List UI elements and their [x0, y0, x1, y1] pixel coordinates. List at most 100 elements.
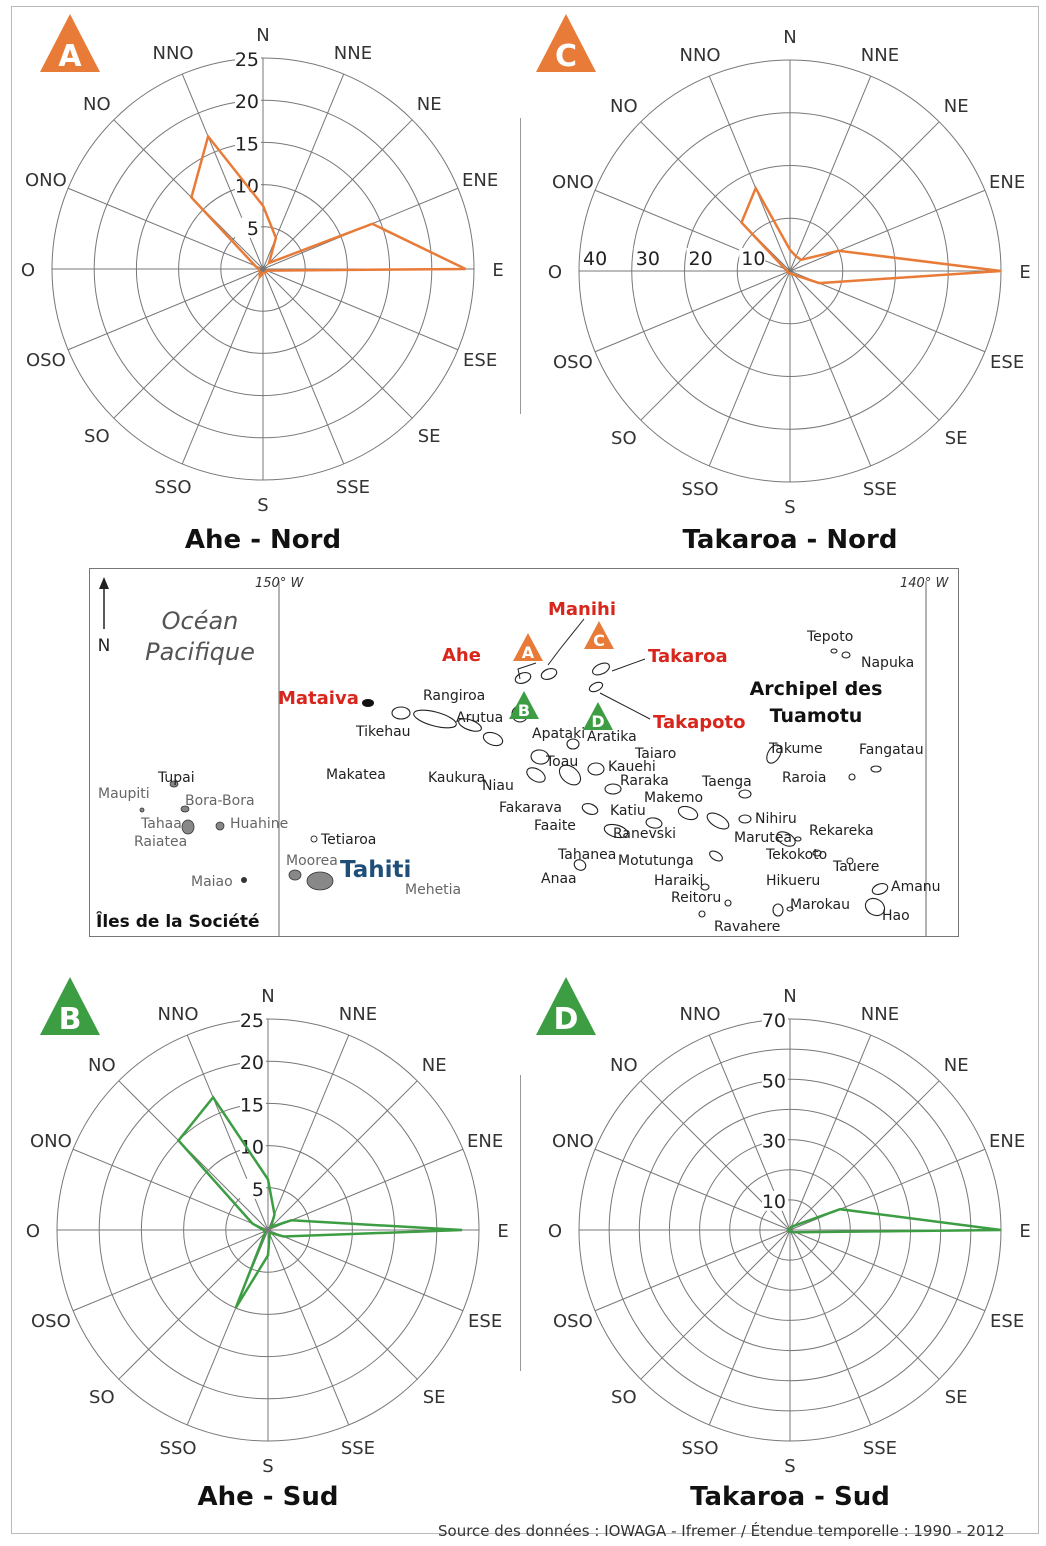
place-label: Reitoru [671, 890, 721, 906]
tick-bg [762, 1010, 788, 1030]
spoke [262, 268, 413, 419]
society-island [180, 805, 190, 813]
place-label: Tepoto [806, 629, 853, 645]
divider-top [520, 118, 521, 414]
direction-label: NO [88, 1055, 116, 1076]
data-series-line [190, 133, 467, 281]
map-panel: 150° W 140° W N Océan Pacifique Archipel des T… [89, 568, 959, 937]
direction-label: N [256, 25, 269, 46]
map-badge-c-letter: C [593, 631, 605, 650]
place-label: Nihiru [755, 811, 797, 827]
place-label: Raraka [620, 773, 669, 789]
spoke [67, 268, 264, 351]
direction-label: O [26, 1221, 40, 1242]
place-label: Hikueru [766, 873, 820, 889]
place-label: Niau [482, 778, 514, 794]
spoke [789, 1229, 872, 1426]
tick-bg [581, 248, 607, 268]
atoll [772, 903, 784, 917]
map-badge-a-letter: A [522, 643, 535, 662]
place-label: Katiu [610, 803, 646, 819]
atoll [706, 812, 730, 830]
place-label: Marutea [734, 830, 792, 846]
spoke [267, 1080, 418, 1231]
atoll [458, 718, 482, 732]
direction-label: N [261, 986, 274, 1007]
direction-label: ENE [989, 172, 1025, 193]
direction-label: ONO [25, 170, 67, 191]
archipel-label-2: Tuamotu [770, 705, 863, 727]
direction-label: SSE [863, 479, 897, 500]
tick-bg [739, 248, 766, 268]
north-label: N [98, 636, 111, 656]
tick-bg [686, 248, 713, 268]
atoll [846, 857, 854, 865]
atoll [413, 709, 457, 729]
map-badge-b-triangle [509, 691, 539, 719]
direction-label: NE [417, 94, 442, 115]
mataiva-label: Mataiva [278, 688, 359, 709]
spoke [262, 119, 413, 270]
atoll [841, 651, 851, 659]
spoke [267, 1148, 464, 1231]
direction-label: N [783, 27, 796, 48]
atoll [604, 783, 622, 795]
chart-title: Ahe - Sud [197, 1482, 338, 1512]
archipel-label-1: Archipel des [750, 678, 883, 700]
leader-manihi [547, 618, 585, 666]
north-arrow-head [99, 577, 109, 589]
takapoto-label: Takapoto [653, 712, 745, 733]
direction-label: NNO [680, 45, 721, 66]
ocean-label-2: Pacifique [145, 638, 255, 666]
atoll [587, 762, 605, 776]
atoll [870, 765, 882, 773]
tick-label: 30 [636, 248, 660, 270]
spoke [708, 75, 791, 272]
place-label: Takume [768, 741, 823, 757]
place-label: Fangatau [859, 742, 924, 758]
direction-label: ONO [552, 172, 594, 193]
place-label: Anaa [541, 871, 577, 887]
tick-bg [235, 133, 261, 154]
tick-bg [240, 1010, 266, 1030]
leader-takaroa [611, 658, 646, 672]
tick-bg [762, 1190, 788, 1211]
tick-bg [240, 1178, 266, 1199]
atoll [786, 906, 794, 912]
direction-label: NNO [158, 1004, 199, 1025]
takaroa-label: Takaroa [648, 646, 728, 667]
lon-east-label: 140° W [900, 576, 949, 591]
direction-label: ENE [989, 1131, 1025, 1152]
atoll [581, 803, 599, 815]
direction-label: SO [89, 1387, 115, 1408]
tick-label: 50 [762, 1070, 786, 1092]
badge-triangle [40, 14, 100, 72]
direction-label: NE [944, 1055, 969, 1076]
spoke [789, 121, 940, 272]
place-label: Mehetia [405, 882, 461, 898]
place-label: Huahine [230, 816, 288, 832]
atoll [558, 764, 582, 786]
direction-label: ENE [462, 170, 498, 191]
atoll [709, 850, 723, 862]
direction-label: S [262, 1456, 273, 1477]
tick-bg [235, 49, 261, 69]
chart-title: Takaroa - Sud [690, 1482, 890, 1512]
atoll [848, 773, 856, 781]
atoll [526, 767, 546, 783]
direction-label: NNO [680, 1004, 721, 1025]
place-label: Bora-Bora [185, 793, 255, 809]
map-badge-c-triangle [584, 621, 614, 649]
chart-title: Takaroa - Nord [683, 525, 898, 555]
tetiaroa-island [310, 835, 318, 843]
polar-chart-C: N NNE NE ENE E ESE SE SSE S SSO SO OSO O ONO NO NNO 10 20… [536, 14, 1031, 555]
leader-ahe [517, 662, 537, 680]
place-label: Maiao [191, 874, 233, 890]
place-label: Tahaa [140, 816, 182, 832]
direction-label: NO [610, 96, 638, 117]
place-label: Tikehau [355, 724, 411, 740]
tick-label: 5 [247, 218, 259, 240]
polar-chart-D: N NNE NE ENE E ESE SE SSE S SSO SO OSO O ONO NO NNO 10 30… [536, 977, 1031, 1512]
atoll [592, 662, 610, 676]
